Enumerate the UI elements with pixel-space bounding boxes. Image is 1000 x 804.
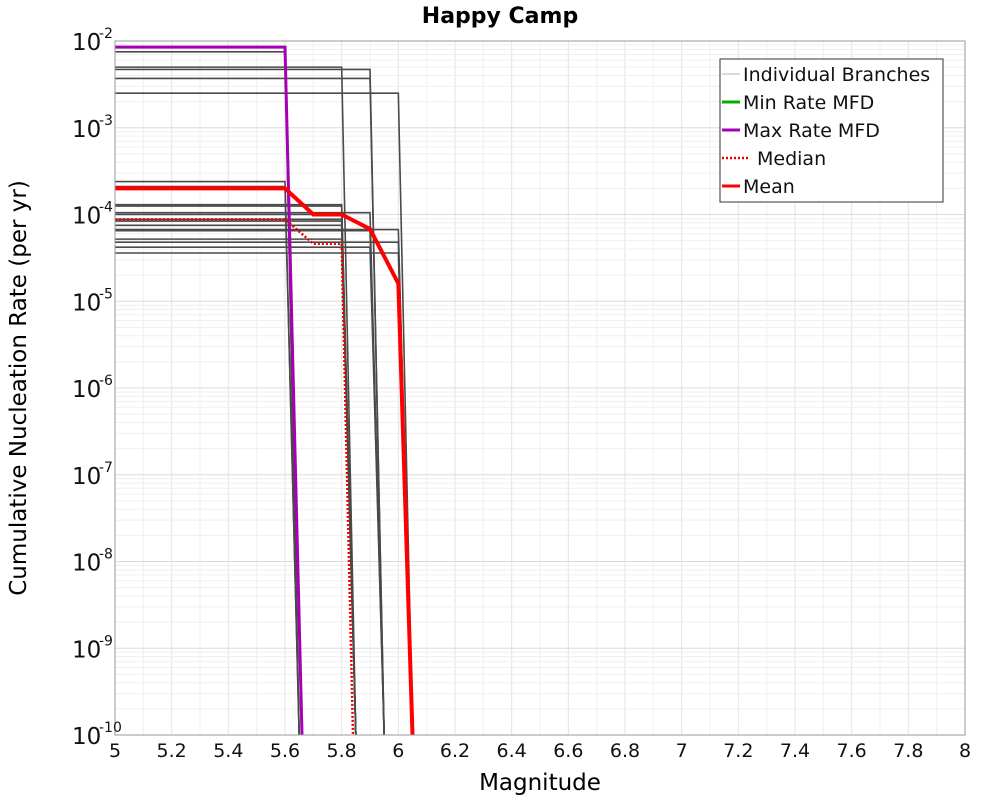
branch-line-5	[115, 77, 385, 736]
legend-label-median: Median	[757, 148, 826, 170]
y-tick-label: 10	[72, 724, 101, 750]
x-tick-label: 7.6	[837, 740, 867, 762]
x-tick-label: 7.2	[723, 740, 753, 762]
y-tick-exponent: -2	[99, 26, 113, 42]
x-tick-label: 6.8	[610, 740, 640, 762]
branch-line-15	[115, 224, 357, 736]
individual-branches	[115, 46, 414, 736]
x-tick-label: 8	[959, 740, 971, 762]
y-tick-label: 10	[72, 204, 101, 230]
branch-line-9	[115, 203, 357, 736]
x-tick-label: 6	[392, 740, 404, 762]
series-line-max-rate-mfd	[115, 45, 304, 736]
legend-box	[719, 58, 944, 203]
x-tick-label: 5.2	[157, 740, 187, 762]
y-tick-label: 10	[72, 377, 101, 403]
series-line-mean	[115, 186, 415, 736]
legend-label-individual-branches: Individual Branches	[743, 64, 930, 86]
y-tick-exponent: -10	[99, 720, 122, 736]
x-axis-ticks: 5 5.2 5.4 5.6 5.8 6 6.2 6.4 6.6 6.8 7 7.2 7.4 7.6 7.8 8	[109, 740, 971, 762]
legend-label-mean: Mean	[743, 176, 795, 198]
branch-line-1	[115, 46, 300, 736]
y-axis-ticks: 10-210-310-410-510-610-710-810-910-10	[72, 26, 122, 750]
y-tick-label: 10	[72, 464, 101, 490]
y-tick-exponent: -7	[99, 460, 113, 476]
y-tick-exponent: -4	[99, 200, 113, 216]
chart-title: Happy Camp	[422, 4, 578, 29]
x-tick-label: 5.4	[213, 740, 243, 762]
series-line-median	[115, 218, 355, 736]
branch-line-18	[115, 238, 357, 736]
x-tick-label: 7.8	[893, 740, 923, 762]
y-tick-label: 10	[72, 551, 101, 577]
branch-line-13	[115, 218, 357, 736]
y-tick-label: 10	[72, 637, 101, 663]
branch-line-10	[115, 205, 357, 736]
x-tick-label: 6.4	[497, 740, 527, 762]
x-tick-label: 7	[676, 740, 688, 762]
x-tick-label: 5	[109, 740, 121, 762]
x-tick-label: 5.6	[270, 740, 300, 762]
y-tick-label: 10	[72, 117, 101, 143]
legend-label-max-rate-mfd: Max Rate MFD	[743, 120, 880, 142]
branch-line-20	[115, 246, 385, 736]
y-tick-exponent: -6	[99, 373, 113, 389]
legend: Individual Branches Min Rate MFD Max Rate …	[719, 58, 944, 203]
y-tick-label: 10	[72, 290, 101, 316]
y-tick-label: 10	[72, 30, 101, 56]
x-tick-label: 6.6	[553, 740, 583, 762]
x-axis-label: Magnitude	[479, 770, 601, 796]
x-tick-label: 6.2	[440, 740, 470, 762]
branch-line-8	[115, 185, 300, 736]
legend-label-min-rate-mfd: Min Rate MFD	[743, 92, 874, 114]
y-tick-exponent: -3	[99, 113, 113, 129]
plot-frame	[114, 40, 966, 736]
branch-line-14	[115, 220, 357, 736]
branch-line-3	[115, 66, 357, 736]
series-lines	[115, 45, 415, 736]
y-tick-exponent: -5	[99, 286, 113, 302]
y-tick-exponent: -9	[99, 633, 113, 649]
x-tick-label: 7.4	[780, 740, 810, 762]
y-axis-label: Cumulative Nucleation Rate (per yr)	[6, 180, 32, 596]
x-tick-label: 5.8	[327, 740, 357, 762]
y-tick-exponent: -8	[99, 547, 113, 563]
